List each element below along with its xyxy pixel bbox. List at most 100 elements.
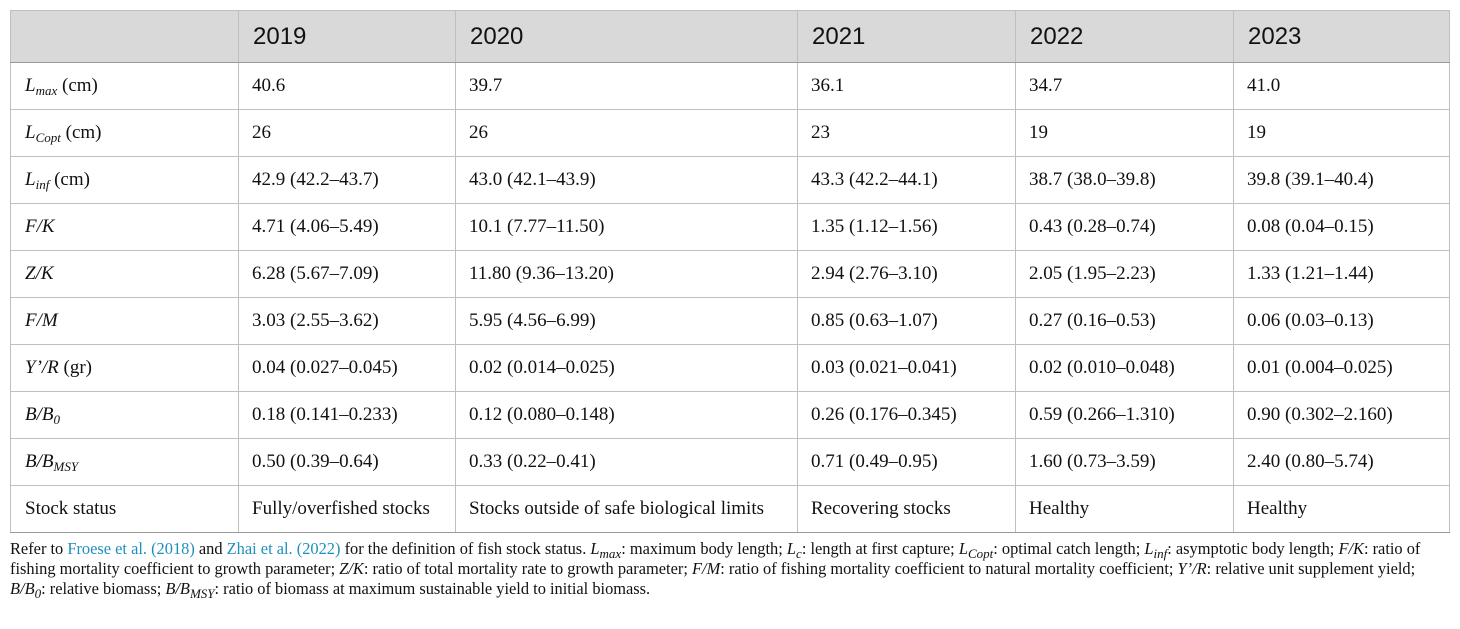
unit: (cm) [49, 169, 90, 190]
row-label: Stock status [10, 485, 239, 533]
definition-text: : maximum body length; [621, 539, 787, 558]
table-cell: 2.40 (0.80–5.74) [1233, 438, 1450, 486]
header-row: 2019 2020 2021 2022 2023 [10, 10, 1450, 63]
table-cell: 1.33 (1.21–1.44) [1233, 250, 1450, 298]
table-cell: 1.35 (1.12–1.56) [797, 203, 1016, 251]
table-cell: 0.33 (0.22–0.41) [455, 438, 798, 486]
table-cell: 4.71 (4.06–5.49) [238, 203, 456, 251]
row-label: B/B0 [10, 391, 239, 439]
definition-text: : relative biomass; [41, 579, 166, 598]
symbol: L [786, 539, 797, 558]
table-cell: 0.02 (0.014–0.025) [455, 344, 798, 392]
table-row: Linf (cm) 42.9 (42.2–43.7) 43.0 (42.1–43.9… [10, 156, 1450, 204]
row-label: LCopt (cm) [10, 109, 239, 157]
table-cell: 0.27 (0.16–0.53) [1015, 297, 1234, 345]
symbol: L [25, 122, 36, 143]
table-cell: Healthy [1233, 485, 1450, 533]
table-cell: 0.12 (0.080–0.148) [455, 391, 798, 439]
table-row: LCopt (cm) 26 26 23 19 19 [10, 109, 1450, 157]
symbol: B/B [25, 404, 54, 425]
table-cell: Stocks outside of safe biological limits [455, 485, 798, 533]
definition-text: : optimal catch length; [993, 539, 1145, 558]
table-cell: Fully/overfished stocks [238, 485, 456, 533]
header-cell-year: 2019 [238, 10, 456, 63]
symbol: L [25, 169, 36, 190]
table-cell: 39.7 [455, 62, 798, 110]
row-label: Z/K [10, 250, 239, 298]
header-cell-year: 2021 [797, 10, 1016, 63]
unit: (gr) [58, 357, 93, 378]
table-row: F/K 4.71 (4.06–5.49) 10.1 (7.77–11.50) 1.35… [10, 203, 1450, 251]
symbol-subscript: c [796, 546, 802, 561]
row-label: F/M [10, 297, 239, 345]
row-label: Linf (cm) [10, 156, 239, 204]
symbol: Z/K [339, 559, 364, 578]
symbol-subscript: inf [35, 177, 50, 192]
reference-link-froese[interactable]: Froese et al. (2018) [67, 539, 195, 558]
table-body: Lmax (cm) 40.6 39.7 36.1 34.7 41.0 LCopt (cm) 2… [10, 62, 1450, 533]
table-cell: 38.7 (38.0–39.8) [1015, 156, 1234, 204]
table-cell: 1.60 (0.73–3.59) [1015, 438, 1234, 486]
stock-assessment-table: 2019 2020 2021 2022 2023 Lmax (cm) 40.6 39.7 36… [10, 10, 1450, 533]
table-cell: 42.9 (42.2–43.7) [238, 156, 456, 204]
table-row: Lmax (cm) 40.6 39.7 36.1 34.7 41.0 [10, 62, 1450, 110]
row-label: Y’/R (gr) [10, 344, 239, 392]
table-cell: 0.50 (0.39–0.64) [238, 438, 456, 486]
definition-text: : ratio of fishing mortality coefficient… [720, 559, 1178, 578]
table-footnote: Refer to Froese et al. (2018) and Zhai e… [10, 539, 1450, 601]
unit: (cm) [60, 122, 102, 143]
symbol-subscript: Copt [35, 130, 61, 145]
row-label: B/BMSY [10, 438, 239, 486]
table-cell: 39.8 (39.1–40.4) [1233, 156, 1450, 204]
footnote-text: for the definition of fish stock status. [340, 539, 591, 558]
symbol: Y’/R [1177, 559, 1207, 578]
table-cell: 2.94 (2.76–3.10) [797, 250, 1016, 298]
row-label: F/K [10, 203, 239, 251]
definition-text: : ratio of biomass at maximum sustainabl… [214, 579, 651, 598]
table-cell: 41.0 [1233, 62, 1450, 110]
table-cell: 0.06 (0.03–0.13) [1233, 297, 1450, 345]
symbol: F/M [25, 310, 58, 331]
table-cell: 19 [1233, 109, 1450, 157]
table-cell: 34.7 [1015, 62, 1234, 110]
table-row: Y’/R (gr) 0.04 (0.027–0.045) 0.02 (0.014–0… [10, 344, 1450, 392]
table-cell: 0.04 (0.027–0.045) [238, 344, 456, 392]
symbol: L [590, 539, 600, 558]
symbol: F/M [692, 559, 721, 578]
definition-text: : ratio of fishing mortality coefficient… [10, 539, 1421, 578]
symbol-subscript: 0 [34, 586, 42, 601]
table-cell: Recovering stocks [797, 485, 1016, 533]
row-label: Lmax (cm) [10, 62, 239, 110]
footnote-text: and [194, 539, 227, 558]
table-cell: 0.26 (0.176–0.345) [797, 391, 1016, 439]
definition-text: : relative unit supplement yield; [1206, 559, 1416, 578]
symbol: F/K [25, 216, 55, 237]
table-cell: 6.28 (5.67–7.09) [238, 250, 456, 298]
table-row: B/B0 0.18 (0.141–0.233) 0.12 (0.080–0.148)… [10, 391, 1450, 439]
header-cell-year: 2023 [1233, 10, 1450, 63]
unit: (cm) [57, 75, 98, 96]
table-cell: 10.1 (7.77–11.50) [455, 203, 798, 251]
table-row: F/M 3.03 (2.55–3.62) 5.95 (4.56–6.99) 0.85 … [10, 297, 1450, 345]
symbol: L [25, 75, 36, 96]
symbol-subscript: MSY [189, 586, 215, 601]
reference-link-zhai[interactable]: Zhai et al. (2022) [226, 539, 341, 558]
symbol-subscript: MSY [53, 459, 79, 474]
table-cell: 36.1 [797, 62, 1016, 110]
table-cell: Healthy [1015, 485, 1234, 533]
symbol: Z/K [25, 263, 54, 284]
table-cell: 2.05 (1.95–2.23) [1015, 250, 1234, 298]
footnote-text: Refer to [10, 539, 68, 558]
symbol: L [1144, 539, 1154, 558]
table-cell: 0.71 (0.49–0.95) [797, 438, 1016, 486]
table-cell: 5.95 (4.56–6.99) [455, 297, 798, 345]
table-cell: 0.03 (0.021–0.041) [797, 344, 1016, 392]
table-cell: 26 [455, 109, 798, 157]
header-cell-year: 2022 [1015, 10, 1234, 63]
symbol-subscript: Copt [967, 546, 994, 561]
table-cell: 0.43 (0.28–0.74) [1015, 203, 1234, 251]
table-cell: 40.6 [238, 62, 456, 110]
table-cell: 0.02 (0.010–0.048) [1015, 344, 1234, 392]
table-cell: 0.18 (0.141–0.233) [238, 391, 456, 439]
table-figure: 2019 2020 2021 2022 2023 Lmax (cm) 40.6 39.7 36… [10, 10, 1450, 601]
